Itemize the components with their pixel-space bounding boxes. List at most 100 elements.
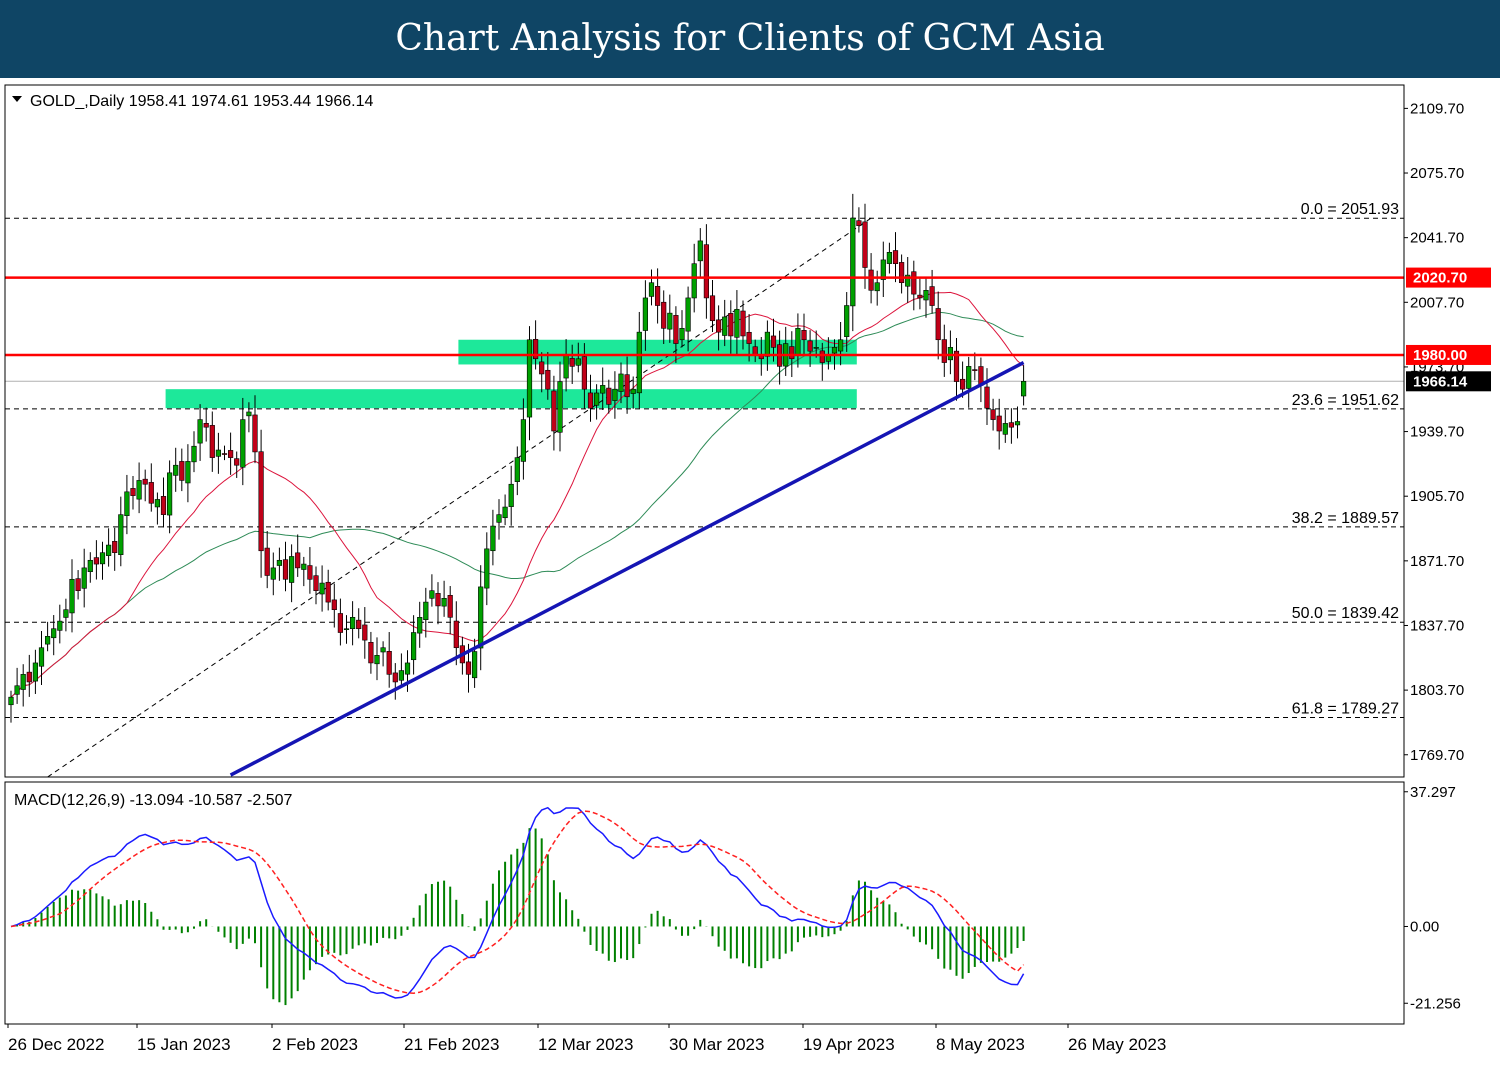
candle-body — [612, 388, 618, 401]
resistance-tag-1-box — [1406, 344, 1491, 365]
y-tick-label: 1939.70 — [1410, 424, 1464, 441]
candle-body — [728, 313, 734, 337]
candle-body — [679, 328, 685, 341]
candle-body — [148, 482, 154, 504]
candle-body — [228, 450, 234, 458]
candle-body — [179, 461, 185, 481]
candle-body — [813, 347, 819, 349]
candle-body — [331, 599, 337, 611]
candle-body — [667, 312, 673, 330]
candle-body — [209, 425, 215, 458]
candle-body — [862, 221, 868, 268]
candle-body — [112, 541, 118, 553]
page-title: Chart Analysis for Clients of GCM Asia — [395, 18, 1105, 59]
candle-body — [203, 422, 209, 428]
candle-body — [911, 271, 917, 295]
support-zone-1 — [165, 389, 857, 409]
symbol-info-label: GOLD_,Daily 1958.41 1974.61 1953.44 1966… — [30, 93, 373, 110]
candle-body — [947, 347, 953, 361]
candle-body — [593, 392, 600, 406]
price-plot-area: 0.0 = 2051.93 23.6 = 1951.62 38.2 = 1889.5… — [5, 193, 1404, 777]
candle-body — [191, 445, 197, 463]
candle-body — [624, 374, 630, 398]
candle-body — [770, 335, 777, 348]
candle-body — [295, 552, 301, 569]
candle-body — [234, 458, 240, 466]
candle-body — [386, 651, 392, 675]
candle-body — [87, 559, 93, 572]
candle-body — [850, 217, 856, 307]
candle-body — [844, 305, 850, 337]
macd-plot-frame — [4, 781, 1405, 1025]
macd-main-line — [10, 806, 1025, 999]
x-tick-label: 30 Mar 2023 — [669, 1035, 764, 1054]
candle-body — [282, 559, 289, 580]
plot-frames — [4, 84, 1405, 1025]
candle-body — [996, 415, 1002, 432]
candle-body — [276, 559, 283, 566]
candle-body — [502, 506, 508, 519]
candle-body — [789, 346, 795, 360]
candle-body — [1014, 421, 1021, 426]
candle-body — [490, 525, 496, 552]
candle-body — [484, 548, 490, 589]
channel-line — [47, 217, 872, 777]
candle-body — [301, 563, 307, 570]
support-trendline — [229, 361, 1025, 777]
candle-body — [587, 392, 594, 409]
candle-body — [636, 331, 642, 394]
candle-body — [221, 453, 228, 455]
resistance-tag-1-text: 1980.00 — [1413, 347, 1467, 364]
candle-body — [905, 274, 911, 287]
candle-body — [929, 286, 935, 306]
candle-body — [374, 655, 380, 665]
candle-body — [740, 310, 746, 337]
candle-body — [20, 674, 26, 690]
candle-body — [569, 358, 575, 367]
candle-body — [410, 632, 417, 661]
candle-body — [807, 340, 813, 352]
candle-body — [343, 628, 350, 631]
candle-body — [471, 651, 478, 679]
candle-body — [496, 514, 502, 523]
y-tick-label: 2075.70 — [1410, 165, 1464, 182]
candle-body — [746, 331, 752, 344]
candle-body — [874, 282, 880, 292]
candle-body — [75, 578, 81, 591]
x-tick-label: 19 Apr 2023 — [803, 1035, 895, 1054]
macd-y-tick-label: 37.297 — [1410, 784, 1456, 801]
resistance-tag-0-box — [1406, 267, 1491, 288]
candle-body — [648, 282, 655, 297]
candle-body — [38, 647, 45, 667]
x-tick-label: 2 Feb 2023 — [272, 1035, 358, 1054]
candle-body — [368, 642, 374, 664]
candle-body — [1020, 381, 1027, 397]
candle-body — [972, 369, 978, 371]
candle-body — [26, 671, 32, 683]
candle-body — [508, 483, 514, 507]
candle-body — [337, 613, 344, 633]
fib-label-0: 0.0 = 2051.93 — [1301, 201, 1399, 218]
candle-body — [959, 378, 966, 390]
candle-body — [8, 696, 14, 706]
fib-label-4: 61.8 = 1789.27 — [1292, 701, 1399, 718]
candle-body — [886, 251, 892, 264]
candle-body — [44, 636, 51, 645]
candle-body — [868, 269, 874, 291]
candle-body — [600, 385, 606, 394]
chart-canvas: 0.0 = 2051.93 23.6 = 1951.62 38.2 = 1889.5… — [0, 78, 1500, 1071]
candle-body — [532, 338, 539, 360]
fib-label-1: 23.6 = 1951.62 — [1292, 392, 1399, 409]
candle-body — [423, 601, 429, 620]
candle-body — [917, 294, 923, 299]
candle-body — [240, 419, 246, 468]
candle-body — [57, 620, 63, 631]
macd-chart: 37.297 0.00 -21.256 — [10, 784, 1461, 1012]
candle-body — [124, 491, 130, 517]
candle-body — [831, 347, 838, 354]
candle-body — [953, 350, 960, 382]
candle-body — [185, 461, 191, 484]
x-tick-label: 12 Mar 2023 — [538, 1035, 633, 1054]
candle-body — [252, 414, 258, 453]
candle-body — [526, 339, 533, 418]
